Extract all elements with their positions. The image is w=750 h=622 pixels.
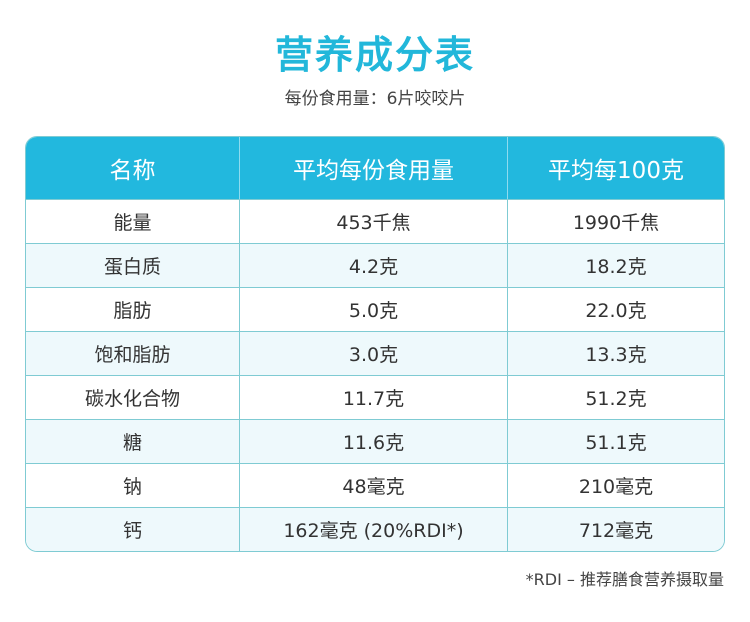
table-row: 碳水化合物 11.7克 51.2克	[26, 375, 724, 419]
nutrient-name: 钠	[26, 464, 240, 507]
footnote: *RDI – 推荐膳食营养摄取量	[525, 570, 724, 589]
per-serving-value: 11.7克	[240, 376, 508, 419]
per-100g-value: 712毫克	[578, 520, 654, 542]
per-serving-value: 5.0克	[240, 288, 508, 331]
per-100g-value: 1990千焦	[572, 212, 660, 234]
nutrient-name: 能量	[26, 200, 240, 243]
per-serving-value: 162毫克 (20%RDI*)	[240, 508, 508, 551]
per-serving-value: 48毫克	[240, 464, 508, 507]
table-row: 蛋白质 4.2克 18.2克	[26, 243, 724, 287]
per-100g-value: 22.0克	[585, 300, 647, 322]
per-serving-value: 4.2克	[240, 244, 508, 287]
per-serving-value: 11.6克	[240, 420, 508, 463]
table-row: 饱和脂肪 3.0克 13.3克	[26, 331, 724, 375]
per-100g-value: 51.2克	[585, 388, 647, 410]
table-header: 名称 平均每份食用量 平均每100克	[26, 137, 724, 199]
table-row: 能量 453千焦 1990千焦	[26, 199, 724, 243]
table-row: 糖 11.6克 51.1克	[26, 419, 724, 463]
page-title: 营养成分表	[274, 33, 475, 77]
serving-size: 每份食用量：6片咬咬片	[284, 89, 466, 109]
table-row: 脂肪 5.0克 22.0克	[26, 287, 724, 331]
header-per-serving: 平均每份食用量	[240, 137, 508, 199]
header-per-100g: 平均每100克	[548, 158, 684, 184]
per-100g-value: 13.3克	[585, 344, 647, 366]
nutrient-name: 蛋白质	[26, 244, 240, 287]
per-serving-value: 453千焦	[240, 200, 508, 243]
header-name: 名称	[26, 137, 240, 199]
nutrient-name: 碳水化合物	[26, 376, 240, 419]
nutrient-name: 糖	[26, 420, 240, 463]
nutrient-name: 钙	[26, 508, 240, 551]
per-100g-value: 18.2克	[585, 256, 647, 278]
per-serving-value: 3.0克	[240, 332, 508, 375]
per-100g-value: 210毫克	[578, 476, 654, 498]
table-row: 钠 48毫克 210毫克	[26, 463, 724, 507]
table-row: 钙 162毫克 (20%RDI*) 712毫克	[26, 507, 724, 551]
nutrition-table: 名称 平均每份食用量 平均每100克 能量 453千焦 1990千焦蛋白质 4.2克 1…	[25, 136, 725, 552]
nutrient-name: 饱和脂肪	[26, 332, 240, 375]
per-100g-value: 51.1克	[585, 432, 647, 454]
nutrient-name: 脂肪	[26, 288, 240, 331]
